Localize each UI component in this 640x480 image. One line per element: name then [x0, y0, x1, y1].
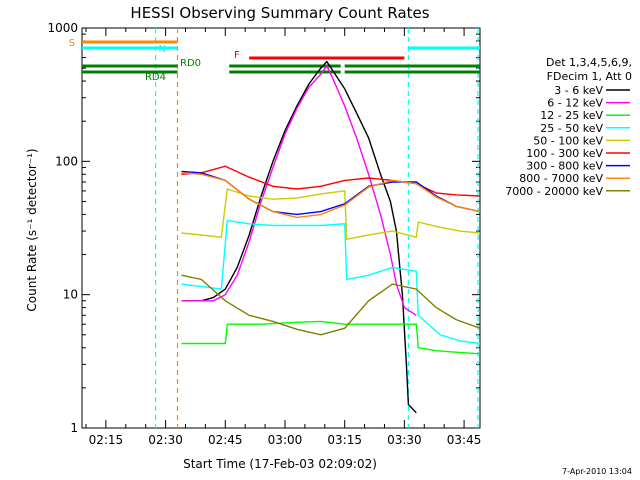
legend-entry-label-6: 300 - 800 keV	[526, 160, 603, 173]
x-tick-label-3: 03:00	[268, 433, 303, 447]
y-tick-label-0: 1	[70, 421, 78, 435]
legend-entry-label-1: 6 - 12 keV	[547, 97, 603, 110]
legend-entry-label-3: 25 - 50 keV	[540, 122, 603, 135]
x-tick-label-4: 03:15	[327, 433, 362, 447]
series-line-0	[181, 60, 417, 414]
bar-label-rd4: RD4	[145, 72, 166, 83]
footer-timestamp: 7-Apr-2010 13:04	[562, 467, 632, 476]
series-line-4	[181, 188, 481, 241]
series-line-7	[181, 172, 481, 219]
series-line-1	[181, 64, 417, 316]
legend-header-line2: FDecim 1, Att 0	[547, 70, 632, 83]
x-tick-label-1: 02:30	[148, 433, 183, 447]
y-tick-label-3: 1000	[47, 21, 78, 35]
plot-frame	[81, 27, 481, 429]
bar-label-n: N	[159, 44, 166, 55]
x-tick-label-5: 03:30	[387, 433, 422, 447]
series-line-2	[181, 320, 481, 355]
series-line-3	[181, 219, 481, 345]
y-tick-label-2: 100	[55, 154, 78, 168]
x-axis-label: Start Time (17-Feb-03 02:09:02)	[183, 457, 377, 471]
bar-label-rd0: RD0	[180, 58, 201, 69]
series-line-8	[181, 274, 481, 336]
bar-label-f: F	[234, 50, 240, 61]
legend-entry-label-8: 7000 - 20000 keV	[505, 185, 603, 198]
x-tick-label-6: 03:45	[447, 433, 482, 447]
chart-title: HESSI Observing Summary Count Rates	[130, 4, 429, 22]
x-tick-label-2: 02:45	[208, 433, 243, 447]
series-line-5	[181, 165, 481, 197]
legend-entry-label-4: 50 - 100 keV	[533, 134, 603, 147]
y-tick-label-1: 10	[63, 288, 78, 302]
y-axis-label: Count Rate (s⁻¹ detector⁻¹)	[25, 148, 39, 311]
legend-entry-label-0: 3 - 6 keV	[554, 84, 603, 97]
x-tick-label-0: 02:15	[89, 433, 124, 447]
legend-entry-label-2: 12 - 25 keV	[540, 109, 603, 122]
legend-header-line1: Det 1,3,4,5,6,9,	[546, 56, 632, 69]
bar-label-s: S	[69, 38, 75, 49]
plot-area: 02:15 02:30 02:45 03:00 03:15 03:30 03:45 1 10 10…	[47, 21, 481, 447]
legend-entry-label-7: 800 - 7000 keV	[519, 172, 603, 185]
legend-entry-label-5: 100 - 300 keV	[526, 147, 603, 160]
